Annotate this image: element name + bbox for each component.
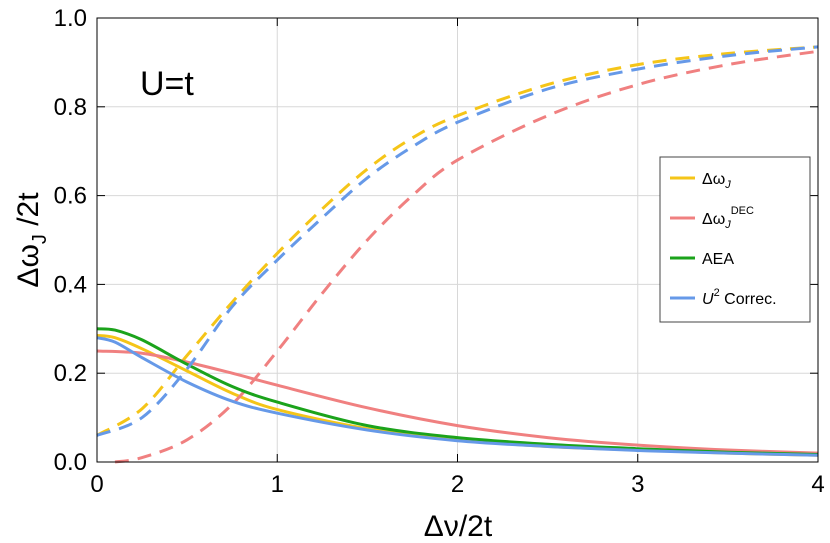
legend-item-4-text: Correc. [720,291,777,308]
series-group [96,45,819,464]
plot-frame [96,17,819,463]
series-line-6 [96,45,819,437]
y-tick-label-0: 0.0 [54,449,87,476]
x-axis-label: Δν/2t [424,510,493,543]
legend-box [659,156,811,323]
series-line-3 [114,49,819,464]
x-tick-label-2: 2 [451,471,464,498]
legend-item-1-symbol: Δω [702,171,725,188]
series-line-7 [96,336,819,457]
y-tick-label-4: 0.8 [54,94,87,121]
legend-item-4: U2 Correc. [702,287,777,308]
legend-item-1-sub: J [724,179,731,191]
x-tick-label-0: 0 [90,471,103,498]
series-line-5 [96,327,819,456]
y-axis-label-suffix: /2t [12,192,45,234]
y-tick-label-1: 0.2 [54,360,87,387]
legend-item-3: AEA [702,251,734,268]
y-tick-label-2: 0.4 [54,271,87,298]
legend: ΔωJ ΔωJDEC AEA U2 Correc. [659,156,811,323]
x-tick-label-1: 1 [271,471,284,498]
legend-item-2: ΔωJDEC [702,205,754,231]
legend-item-1: ΔωJ [702,171,731,191]
x-tick-label-4: 4 [811,471,824,498]
tick-labels: 0 1 2 3 4 0.0 0.2 0.4 0.6 0.8 1.0 [54,5,825,498]
y-axis-label-sub: J [29,234,51,244]
legend-item-2-sup: DEC [731,205,754,217]
y-axis-label-symbol: Δω [12,244,45,287]
y-tick-label-5: 1.0 [54,5,87,32]
legend-item-4-sup: 2 [714,287,720,299]
legend-item-2-symbol: Δω [702,211,725,228]
y-axis-label: ΔωJ /2t [12,192,51,288]
series-line-1 [96,45,819,437]
legend-item-2-sub: J [724,219,731,231]
legend-item-4-symbol: U [702,291,714,308]
x-tick-label-3: 3 [631,471,644,498]
annotation-label: U=t [140,65,194,103]
y-tick-label-3: 0.6 [54,183,87,210]
